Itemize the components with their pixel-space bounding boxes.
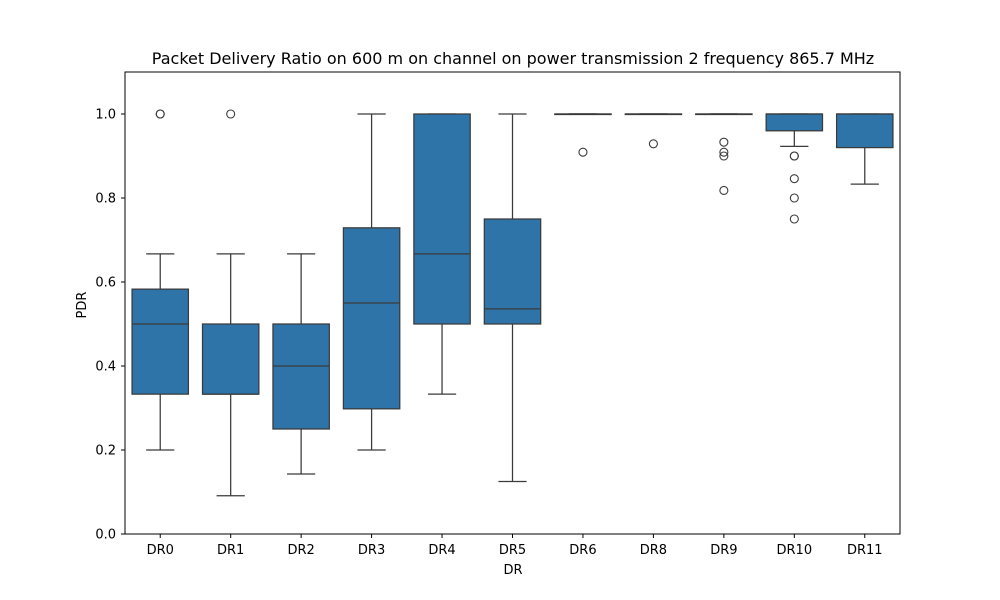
y-axis: 0.0 0.2 0.4 0.6 0.8 1.0 [95, 108, 125, 543]
box-dr2 [272, 253, 330, 475]
box-body [201, 323, 260, 395]
x-tick-label: DR9 [710, 543, 737, 558]
box-body [342, 227, 401, 410]
box-dr6 [554, 113, 612, 157]
y-tick-label: 1.0 [95, 108, 116, 123]
box-dr8 [624, 113, 683, 149]
box-dr11 [835, 113, 894, 185]
box-dr1 [201, 109, 260, 497]
box-dr0 [131, 109, 190, 451]
y-tick-label: 0.0 [95, 528, 116, 543]
outlier-point [719, 185, 729, 195]
x-tick-label: DR2 [287, 543, 314, 558]
box-dr10 [765, 113, 824, 224]
y-tick-label: 0.4 [95, 360, 116, 375]
x-tick-label: DR8 [640, 543, 667, 558]
x-axis-label: DR [503, 563, 522, 578]
box-dr3 [342, 113, 401, 451]
chart-title: Packet Delivery Ratio on 600 m on channe… [152, 49, 874, 68]
x-tick-label: DR1 [217, 543, 244, 558]
outlier-point [648, 139, 658, 149]
outlier-point [719, 147, 729, 157]
x-tick-label: DR5 [499, 543, 526, 558]
box-body [483, 218, 542, 325]
box-dr4 [413, 113, 471, 395]
outlier-point [789, 151, 799, 161]
outlier-point [155, 109, 165, 119]
outlier-point [719, 137, 729, 147]
box-body [131, 288, 190, 395]
y-tick-label: 0.8 [95, 192, 116, 207]
x-tick-label: DR10 [777, 543, 813, 558]
x-axis: DR0 DR1 DR2 DR3 DR4 DR5 DR6 DR8 DR9 DR10 DR11 [147, 534, 883, 558]
box-body [272, 323, 330, 430]
x-tick-label: DR0 [147, 543, 174, 558]
x-tick-label: DR4 [428, 543, 455, 558]
outlier-point [226, 109, 236, 119]
box-body [835, 113, 894, 149]
y-axis-label: PDR [75, 292, 90, 319]
box-body [765, 113, 824, 132]
x-tick-label: DR3 [358, 543, 385, 558]
outlier-point [789, 193, 799, 203]
outlier-point [719, 151, 729, 161]
y-tick-label: 0.6 [95, 276, 116, 291]
outlier-point [789, 174, 799, 184]
box-dr9 [695, 113, 753, 195]
box-body [413, 113, 471, 325]
plot-area [124, 71, 901, 535]
x-tick-label: DR11 [847, 543, 883, 558]
outlier-point [789, 214, 799, 224]
box-dr5 [483, 113, 542, 483]
outlier-point [578, 147, 588, 157]
x-tick-label: DR6 [569, 543, 596, 558]
y-tick-label: 0.2 [95, 444, 116, 459]
